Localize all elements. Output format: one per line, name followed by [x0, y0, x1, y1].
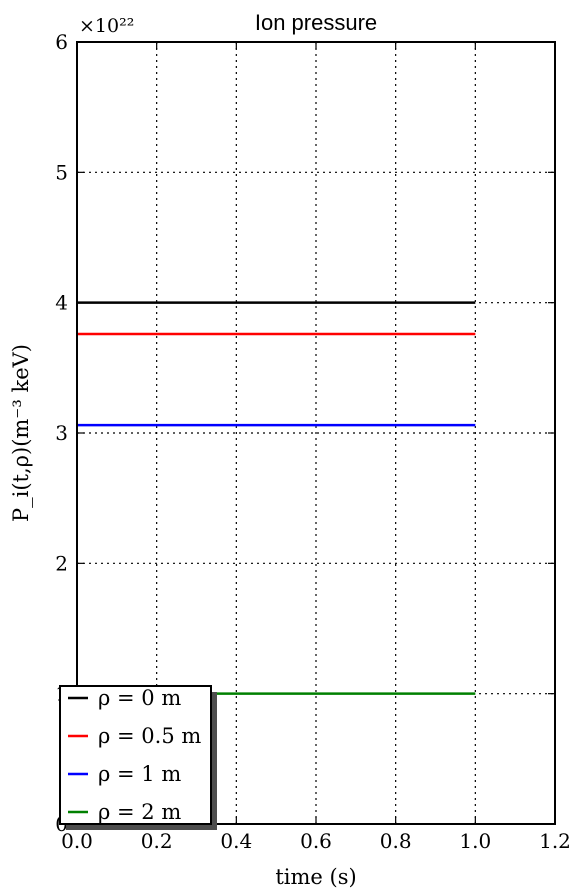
series-lines: [77, 301, 476, 695]
x-tick-label: 0.8: [380, 829, 412, 853]
y-axis-offset-label: ×10²²: [79, 15, 134, 37]
legend-label-1: ρ = 0.5 m: [98, 724, 201, 748]
x-tick-label: 0.6: [300, 829, 332, 853]
legend: ρ = 0 m ρ = 0.5 m ρ = 1 m ρ = 2 m: [59, 685, 217, 830]
y-tick-label: 6: [55, 30, 68, 54]
legend-label-3: ρ = 2 m: [98, 800, 181, 824]
x-axis-label: time (s): [275, 865, 356, 889]
y-tick-label: 2: [55, 551, 68, 575]
x-tick-label: 0.4: [220, 829, 252, 853]
x-tick-label: 1.0: [459, 829, 491, 853]
x-tick-label: 1.2: [539, 829, 571, 853]
y-tick-label: 5: [55, 160, 68, 184]
x-tick-label: 0.2: [141, 829, 173, 853]
legend-label-2: ρ = 1 m: [98, 762, 181, 786]
x-tick-labels: 0.0 0.2 0.4 0.6 0.8 1.0 1.2: [61, 829, 571, 853]
y-tick-label: 4: [55, 291, 68, 315]
legend-items: ρ = 0 m ρ = 0.5 m ρ = 1 m ρ = 2 m: [68, 686, 201, 824]
x-tick-label: 0.0: [61, 829, 93, 853]
chart-title: Ion pressure: [255, 10, 377, 35]
legend-box: [59, 685, 212, 825]
y-axis-label: P_i(t,ρ)(m⁻³ keV): [9, 344, 33, 522]
y-tick-label: 3: [55, 421, 68, 445]
legend-label-0: ρ = 0 m: [98, 686, 181, 710]
y-tick-labels: 0123456: [55, 30, 68, 836]
